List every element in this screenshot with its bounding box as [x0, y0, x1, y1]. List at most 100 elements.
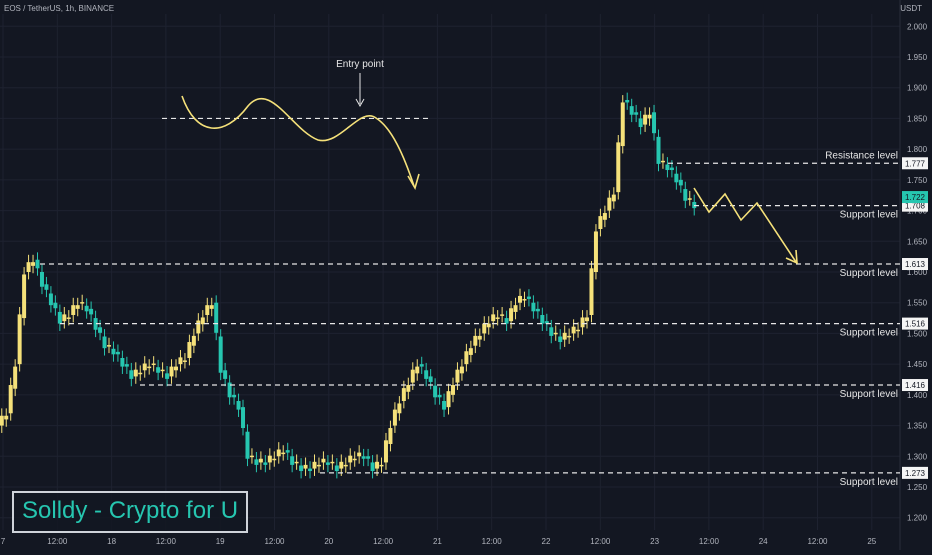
x-tick-label: 18 [107, 537, 116, 546]
candle-body [375, 461, 380, 469]
candle-body [513, 305, 518, 312]
candle-body [53, 302, 58, 309]
candle-body [406, 385, 411, 392]
candle-body [602, 213, 607, 220]
x-tick-label: 19 [216, 537, 225, 546]
candle-body [138, 372, 143, 375]
candle-body [674, 173, 679, 183]
candle-body [254, 459, 259, 465]
candle-body [151, 363, 156, 366]
candle-body [366, 456, 371, 459]
y-tick-label: 1.900 [907, 84, 928, 93]
candle-body [486, 323, 491, 328]
x-tick-label: 12:00 [373, 537, 394, 546]
x-tick-label: 23 [650, 537, 659, 546]
candle-body [209, 305, 214, 309]
candle-body [616, 142, 621, 193]
candle-body [218, 336, 223, 373]
candle-body [553, 332, 558, 335]
candle-body [334, 465, 339, 472]
candle-body [482, 323, 487, 334]
candle-body [446, 391, 451, 408]
candle-body [290, 456, 295, 465]
candle-body [330, 461, 335, 464]
candle-body [267, 455, 272, 463]
y-tick-label: 1.200 [907, 514, 928, 523]
candle-body [245, 431, 250, 459]
candle-body [191, 335, 196, 346]
candle-body [129, 370, 134, 379]
candle-body [48, 293, 53, 306]
candle-body [540, 315, 545, 324]
candle-body [26, 262, 31, 272]
candle-body [227, 382, 232, 398]
candle-body [196, 320, 201, 334]
candle-body [433, 385, 438, 398]
candle-body [598, 216, 603, 229]
candle-body [200, 317, 205, 325]
candle-body [285, 450, 290, 453]
candle-body [276, 449, 281, 457]
level-badge-text: 1.516 [905, 320, 926, 329]
candle-body [473, 335, 478, 346]
candle-body [549, 327, 554, 336]
level-badge [902, 317, 928, 330]
candle-body [428, 376, 433, 382]
projection-arrow-head [785, 249, 798, 265]
candle-body [652, 112, 657, 134]
candle-body [316, 464, 321, 467]
candle-body [232, 394, 237, 398]
candle-body [589, 268, 594, 315]
candle-body [0, 415, 4, 426]
candle-body [321, 458, 326, 463]
candle-body [562, 332, 567, 340]
level-badge [902, 379, 928, 392]
candle-body [178, 357, 183, 365]
candle-body [442, 401, 447, 410]
candle-body [495, 317, 500, 319]
y-tick-label: 1.600 [907, 268, 928, 277]
candle-body [611, 194, 616, 202]
candle-body [522, 299, 527, 301]
candle-body [281, 452, 286, 455]
candle-body [500, 314, 505, 316]
x-tick-label: 24 [759, 537, 768, 546]
level-label: Resistance level [825, 150, 898, 161]
candle-body [571, 326, 576, 334]
candle-body [80, 302, 85, 304]
level-label: Support level [840, 477, 898, 488]
x-tick-label: 25 [867, 537, 876, 546]
candle-body [468, 348, 473, 355]
level-badge-text: 1.273 [905, 469, 926, 478]
y-tick-label: 1.250 [907, 483, 928, 492]
candle-body [223, 370, 228, 379]
y-tick-label: 1.800 [907, 145, 928, 154]
candle-body [518, 295, 522, 303]
candle-body [312, 461, 317, 469]
candle-body [660, 160, 665, 163]
candle-body [526, 296, 531, 300]
level-badge-text: 1.416 [905, 381, 926, 390]
x-tick-label: 12:00 [590, 537, 611, 546]
candle-body [379, 464, 384, 467]
candle-body [558, 336, 563, 343]
candle-body [187, 342, 192, 358]
candle-body [13, 366, 18, 389]
candle-body [477, 335, 482, 340]
candle-body [585, 317, 590, 322]
candle-body [93, 318, 98, 330]
y-tick-label: 1.950 [907, 53, 928, 62]
candle-body [308, 468, 313, 472]
candle-body [31, 262, 36, 266]
candle-body [669, 167, 674, 171]
candle-body [169, 366, 174, 377]
candle-body [629, 106, 634, 115]
candle-body [44, 284, 49, 290]
level-label: Support level [840, 210, 898, 221]
x-tick-label: 20 [324, 537, 333, 546]
candle-body [450, 385, 455, 395]
y-tick-label: 1.650 [907, 237, 928, 246]
x-tick-label: 12:00 [482, 537, 503, 546]
currency-label: USDT [900, 4, 922, 13]
